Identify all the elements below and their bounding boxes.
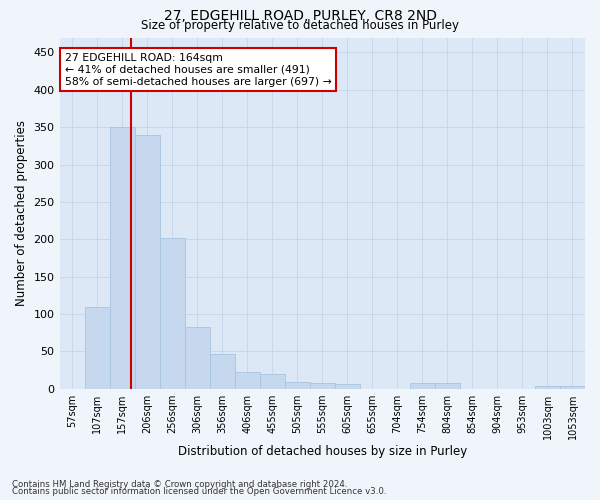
Bar xyxy=(110,127,134,388)
Bar xyxy=(435,384,460,388)
Bar xyxy=(160,238,185,388)
Text: Contains public sector information licensed under the Open Government Licence v3: Contains public sector information licen… xyxy=(12,488,386,496)
Bar xyxy=(235,372,260,388)
X-axis label: Distribution of detached houses by size in Purley: Distribution of detached houses by size … xyxy=(178,444,467,458)
Text: 27, EDGEHILL ROAD, PURLEY, CR8 2ND: 27, EDGEHILL ROAD, PURLEY, CR8 2ND xyxy=(163,9,437,23)
Bar xyxy=(285,382,310,388)
Text: Size of property relative to detached houses in Purley: Size of property relative to detached ho… xyxy=(141,19,459,32)
Bar xyxy=(134,134,160,388)
Bar xyxy=(560,386,585,388)
Bar xyxy=(185,326,209,388)
Bar xyxy=(410,382,435,388)
Bar xyxy=(209,354,235,388)
Bar xyxy=(335,384,360,388)
Text: Contains HM Land Registry data © Crown copyright and database right 2024.: Contains HM Land Registry data © Crown c… xyxy=(12,480,347,489)
Bar xyxy=(85,306,110,388)
Bar xyxy=(310,384,335,388)
Text: 27 EDGEHILL ROAD: 164sqm
← 41% of detached houses are smaller (491)
58% of semi-: 27 EDGEHILL ROAD: 164sqm ← 41% of detach… xyxy=(65,54,332,86)
Bar xyxy=(535,386,560,388)
Bar xyxy=(260,374,285,388)
Y-axis label: Number of detached properties: Number of detached properties xyxy=(15,120,28,306)
